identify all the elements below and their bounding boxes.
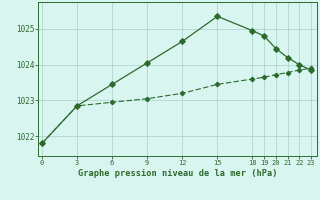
X-axis label: Graphe pression niveau de la mer (hPa): Graphe pression niveau de la mer (hPa) xyxy=(78,169,277,178)
